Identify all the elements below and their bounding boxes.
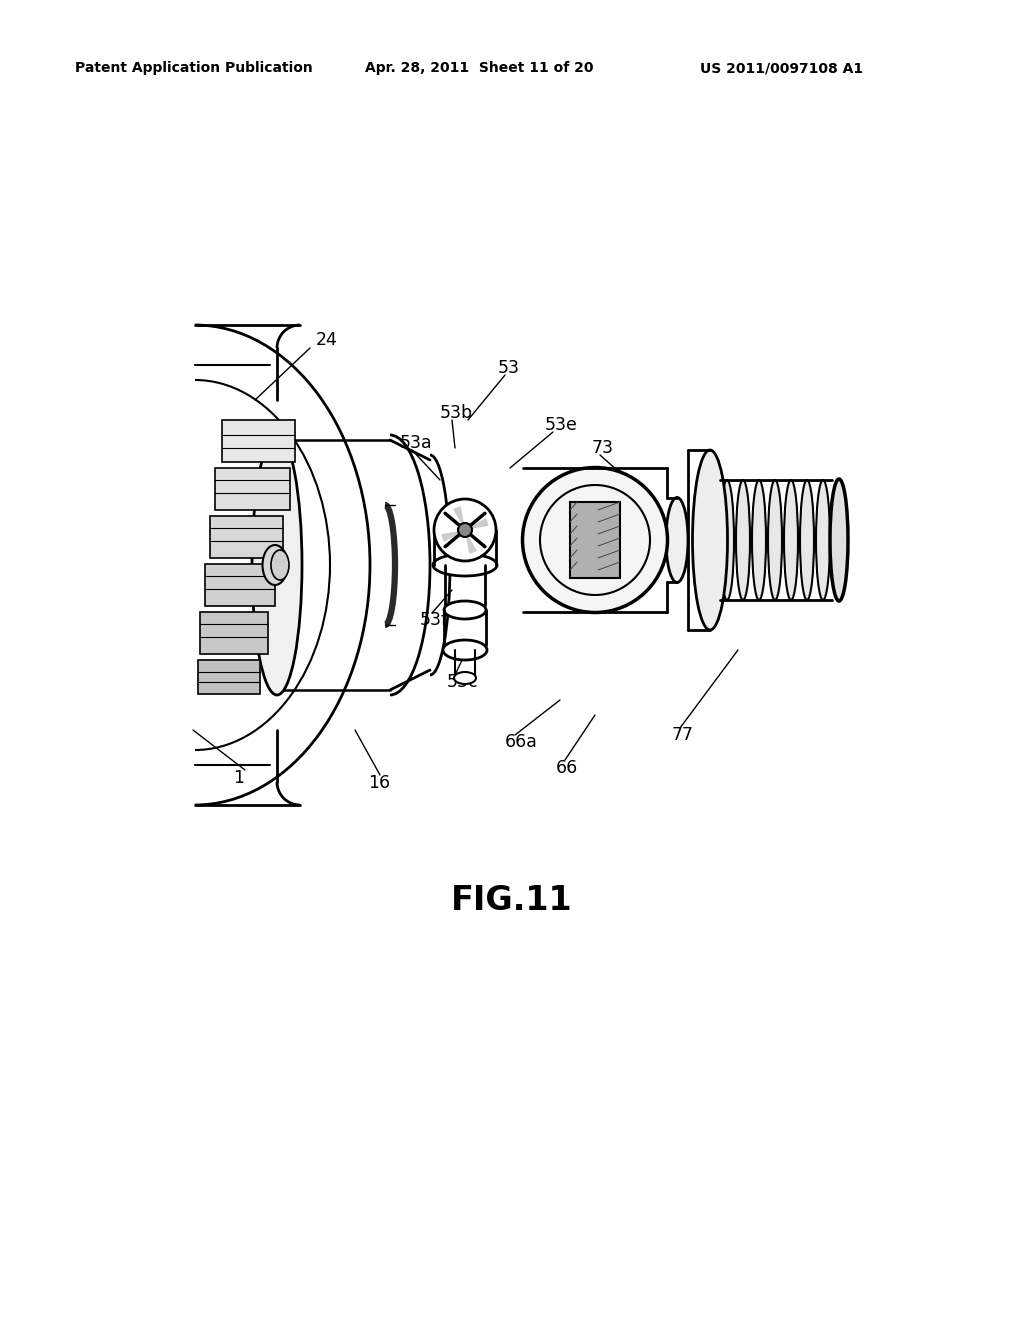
Wedge shape	[465, 517, 488, 531]
Polygon shape	[215, 469, 290, 510]
Text: 66: 66	[556, 759, 579, 777]
Polygon shape	[205, 564, 275, 606]
Ellipse shape	[252, 436, 302, 696]
Wedge shape	[465, 531, 477, 553]
Ellipse shape	[800, 480, 814, 601]
Ellipse shape	[816, 480, 830, 601]
Ellipse shape	[271, 550, 289, 579]
Text: 53: 53	[498, 359, 520, 378]
Text: 53c: 53c	[447, 673, 478, 690]
Ellipse shape	[433, 554, 497, 576]
Ellipse shape	[768, 480, 782, 601]
Text: US 2011/0097108 A1: US 2011/0097108 A1	[700, 61, 863, 75]
Ellipse shape	[784, 480, 798, 601]
Ellipse shape	[522, 467, 668, 612]
Text: 77: 77	[672, 726, 694, 744]
Ellipse shape	[692, 450, 727, 630]
Polygon shape	[200, 612, 268, 653]
Ellipse shape	[443, 640, 487, 660]
Circle shape	[458, 523, 472, 537]
Wedge shape	[441, 531, 465, 543]
Text: 53e: 53e	[545, 416, 578, 434]
Polygon shape	[570, 502, 620, 578]
Text: 66a: 66a	[505, 733, 538, 751]
Ellipse shape	[454, 672, 476, 684]
Text: 53b: 53b	[440, 404, 473, 422]
Ellipse shape	[830, 479, 848, 601]
Polygon shape	[198, 660, 260, 694]
Ellipse shape	[736, 480, 750, 601]
Text: Apr. 28, 2011  Sheet 11 of 20: Apr. 28, 2011 Sheet 11 of 20	[365, 61, 594, 75]
Ellipse shape	[434, 499, 496, 561]
Ellipse shape	[752, 480, 766, 601]
Text: Patent Application Publication: Patent Application Publication	[75, 61, 312, 75]
Wedge shape	[453, 507, 465, 531]
Ellipse shape	[444, 601, 486, 619]
Polygon shape	[210, 516, 283, 558]
Text: 53f: 53f	[420, 611, 449, 630]
Text: 16: 16	[368, 774, 390, 792]
Ellipse shape	[720, 480, 734, 601]
Ellipse shape	[262, 545, 288, 585]
Text: 24: 24	[316, 331, 338, 348]
Text: 53a: 53a	[400, 434, 432, 451]
Text: 73: 73	[592, 440, 614, 457]
Polygon shape	[222, 420, 295, 462]
Text: 1: 1	[233, 770, 244, 787]
Text: FIG.11: FIG.11	[452, 883, 572, 916]
Ellipse shape	[666, 498, 688, 582]
